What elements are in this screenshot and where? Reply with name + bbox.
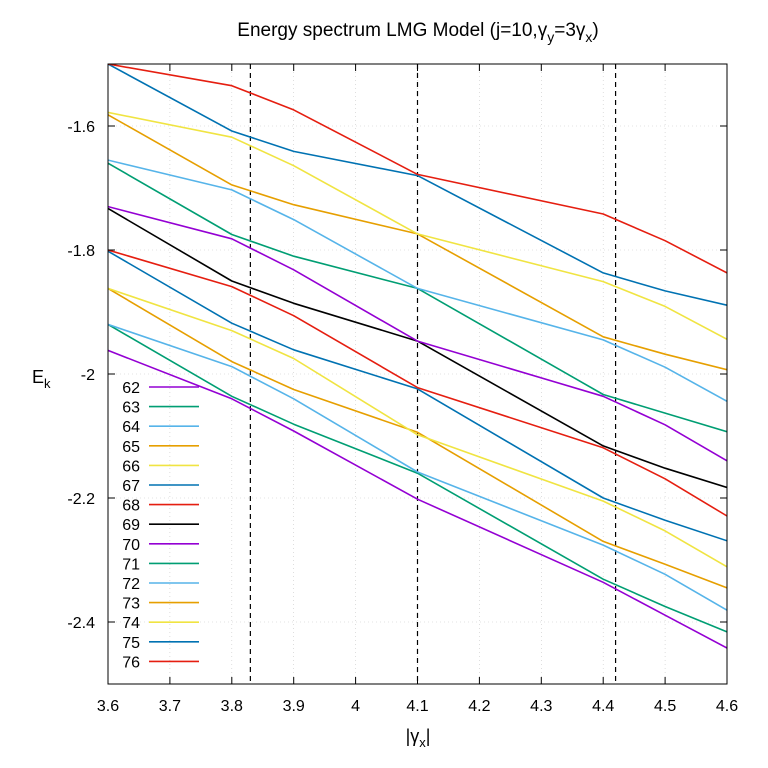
xlabel-close: |: [426, 726, 431, 746]
ylabel-main: E: [32, 367, 44, 387]
x-tick-label: 4.5: [654, 698, 676, 715]
series-line-76: [108, 64, 727, 274]
series-line-75: [108, 64, 727, 306]
legend-label: 71: [122, 556, 140, 573]
y-tick-label: -1.8: [67, 243, 95, 260]
axis-ticks: 3.6 3.7 3.8 3.9 4 4.1 4.2 4.3 4.4 4.5 4.6 -2.4 -2.2 -…: [67, 64, 738, 715]
title-text-close: ): [592, 20, 598, 41]
x-axis-label: |γx|: [406, 726, 431, 750]
title-text-eq: =3γ: [554, 20, 586, 41]
legend-label: 62: [122, 380, 140, 397]
series-line-62: [108, 349, 727, 649]
legend-label: 69: [122, 517, 140, 534]
x-tick-label: 4.6: [716, 698, 738, 715]
legend-label: 74: [122, 615, 140, 632]
x-tick-label: 4.4: [592, 698, 614, 715]
y-axis-label: Ek: [32, 367, 51, 391]
legend-label: 73: [122, 596, 140, 613]
x-tick-label: 3.7: [159, 698, 181, 715]
y-tick-label: -2.2: [67, 491, 95, 508]
reference-lines: [249, 64, 617, 684]
x-tick-label: 4.3: [530, 698, 552, 715]
series-line-67: [108, 250, 727, 542]
y-tick-label: -2: [81, 367, 95, 384]
x-tick-label: 4: [351, 698, 360, 715]
legend-label: 65: [122, 439, 140, 456]
series-line-63: [108, 323, 727, 633]
chart-title: Energy spectrum LMG Model (j=10,γy=3γx): [237, 20, 598, 45]
legend: 62 63 64 65 66 67 68 69 70 71 72 73 74 75 76: [122, 380, 199, 671]
xlabel-main: |γ: [406, 726, 420, 746]
x-tick-label: 3.9: [283, 698, 305, 715]
ylabel-subscript: k: [44, 376, 51, 391]
x-tick-label: 3.6: [97, 698, 119, 715]
legend-label: 67: [122, 478, 140, 495]
title-subscript-x: x: [585, 29, 592, 45]
y-tick-label: -1.6: [67, 119, 95, 136]
legend-label: 70: [122, 537, 140, 554]
series-lines: [108, 64, 727, 649]
title-text-main: Energy spectrum LMG Model (j=10,γ: [237, 20, 547, 41]
legend-label: 75: [122, 635, 140, 652]
series-line-70: [108, 205, 727, 462]
series-line-74: [108, 111, 727, 341]
series-line-73: [108, 114, 727, 371]
x-tick-label: 3.8: [221, 698, 243, 715]
legend-label: 68: [122, 498, 140, 515]
y-tick-label: -2.4: [67, 615, 95, 632]
series-line-65: [108, 287, 727, 589]
series-line-68: [108, 249, 727, 517]
legend-label: 72: [122, 576, 140, 593]
series-line-66: [108, 287, 727, 568]
series-line-72: [108, 159, 727, 403]
title-subscript-y: y: [547, 29, 554, 45]
x-tick-label: 4.2: [468, 698, 490, 715]
legend-label: 63: [122, 400, 140, 417]
legend-label: 76: [122, 654, 140, 671]
legend-label: 64: [122, 419, 140, 436]
series-line-64: [108, 323, 727, 611]
x-tick-label: 4.1: [406, 698, 428, 715]
legend-label: 66: [122, 458, 140, 475]
xlabel-subscript: x: [419, 735, 426, 750]
